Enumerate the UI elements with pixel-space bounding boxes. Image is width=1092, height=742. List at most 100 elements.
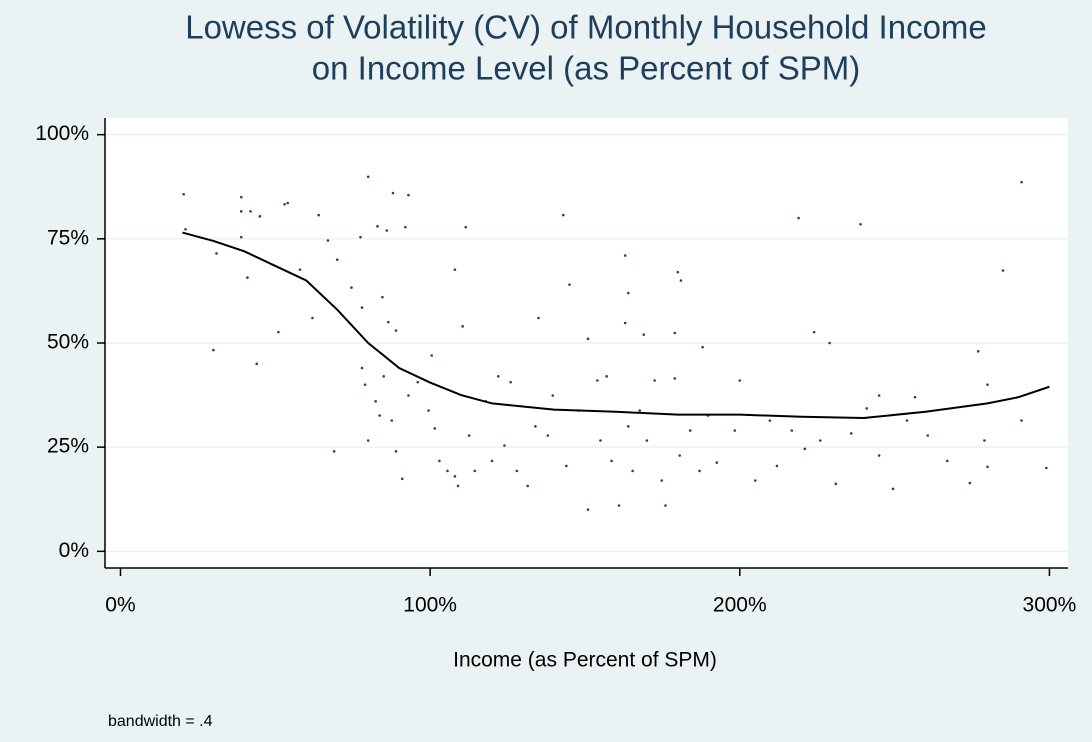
scatter-point bbox=[698, 469, 701, 473]
scatter-point bbox=[596, 379, 599, 382]
scatter-point bbox=[1020, 180, 1023, 184]
scatter-point bbox=[877, 454, 881, 457]
scatter-point bbox=[326, 239, 330, 242]
scatter-point bbox=[828, 341, 831, 345]
scatter-point bbox=[378, 414, 381, 417]
y-tick-label: 50% bbox=[47, 331, 89, 354]
scatter-point bbox=[568, 283, 571, 286]
scatter-point bbox=[182, 192, 185, 196]
scatter-point bbox=[360, 366, 364, 370]
scatter-point bbox=[453, 268, 457, 271]
scatter-point bbox=[298, 268, 302, 271]
scatter-point bbox=[407, 193, 410, 197]
scatter-point bbox=[286, 201, 289, 205]
scatter-point bbox=[258, 215, 262, 218]
scatter-point bbox=[968, 481, 972, 485]
scatter-point bbox=[390, 419, 394, 422]
scatter-point bbox=[526, 484, 529, 488]
scatter-point bbox=[753, 479, 757, 482]
scatter-point bbox=[416, 380, 420, 384]
scatter-point bbox=[376, 225, 379, 228]
y-tick-label: 100% bbox=[35, 122, 89, 145]
scatter-point bbox=[1001, 269, 1005, 272]
scatter-point bbox=[945, 459, 949, 463]
scatter-point bbox=[586, 337, 590, 341]
scatter-point bbox=[834, 482, 838, 486]
scatter-point bbox=[394, 329, 398, 332]
scatter-point bbox=[1020, 419, 1023, 422]
scatter-point bbox=[453, 475, 457, 478]
scatter-point bbox=[317, 213, 320, 217]
x-tick-label: 100% bbox=[403, 594, 457, 617]
scatter-point bbox=[546, 434, 550, 437]
y-tick-label: 25% bbox=[47, 435, 89, 458]
scatter-point bbox=[610, 459, 613, 463]
scatter-point bbox=[623, 254, 627, 257]
scatter-point bbox=[617, 504, 621, 507]
scatter-point bbox=[986, 383, 989, 386]
scatter-point bbox=[673, 331, 677, 335]
scatter-point bbox=[404, 225, 407, 229]
scatter-point bbox=[461, 325, 464, 328]
scatter-point bbox=[283, 202, 286, 206]
scatter-point bbox=[673, 377, 677, 380]
scatter-point bbox=[467, 434, 471, 437]
scatter-point bbox=[382, 375, 385, 378]
scatter-point bbox=[688, 429, 692, 432]
scatter-point bbox=[877, 394, 881, 397]
scatter-point bbox=[926, 434, 930, 437]
scatter-point bbox=[865, 407, 869, 410]
scatter-point bbox=[715, 461, 719, 464]
scatter-point bbox=[738, 379, 742, 382]
scatter-point bbox=[537, 316, 540, 320]
scatter-point bbox=[561, 213, 565, 217]
scatter-point bbox=[565, 464, 568, 468]
scatter-point bbox=[277, 330, 280, 334]
scatter-point bbox=[391, 191, 395, 195]
lowess-line bbox=[182, 231, 1050, 420]
scatter-point bbox=[891, 487, 895, 491]
scatter-point bbox=[812, 330, 816, 334]
scatter-point bbox=[701, 345, 704, 349]
scatter-point bbox=[645, 439, 649, 442]
scatter-point bbox=[381, 295, 384, 299]
scatter-point bbox=[473, 469, 477, 473]
scatter-point bbox=[849, 432, 853, 435]
scatter-point bbox=[976, 350, 980, 353]
scatter-point bbox=[366, 175, 370, 179]
scatter-point bbox=[818, 439, 822, 442]
x-tick-label: 300% bbox=[1023, 594, 1077, 617]
scatter-point bbox=[638, 409, 642, 412]
scatter-point bbox=[599, 439, 602, 442]
scatter-point bbox=[385, 229, 389, 232]
scatter-point bbox=[407, 394, 410, 397]
scatter-point bbox=[366, 439, 370, 442]
scatter-point bbox=[400, 477, 404, 481]
scatter-point bbox=[456, 484, 460, 488]
scatter-point bbox=[678, 454, 682, 457]
scatter-point bbox=[394, 450, 398, 453]
x-axis-title: Income (as Percent of SPM) bbox=[453, 649, 717, 672]
scatter-point bbox=[509, 380, 512, 384]
annotation: bandwidth = .4 bbox=[108, 713, 213, 730]
scatter-point bbox=[239, 210, 243, 213]
scatter-point bbox=[255, 362, 259, 366]
scatter-point bbox=[627, 425, 630, 428]
scatter-point bbox=[433, 427, 437, 430]
scatter-point bbox=[215, 252, 218, 255]
scatter-point bbox=[631, 469, 634, 473]
scatter-point bbox=[360, 306, 364, 309]
scatter-point bbox=[660, 479, 664, 482]
scatter-point bbox=[496, 375, 500, 378]
scatter-point bbox=[249, 210, 252, 213]
scatter-point bbox=[387, 320, 390, 324]
scatter-point bbox=[790, 429, 794, 432]
scatter-point bbox=[803, 447, 807, 451]
scatter-point bbox=[184, 227, 187, 231]
chart-title: on Income Level (as Percent of SPM) bbox=[312, 50, 860, 87]
scatter-point bbox=[586, 508, 590, 511]
scatter-point bbox=[363, 383, 367, 386]
scatter-point bbox=[239, 235, 243, 239]
scatter-point bbox=[679, 279, 683, 282]
scatter-point bbox=[775, 464, 779, 468]
